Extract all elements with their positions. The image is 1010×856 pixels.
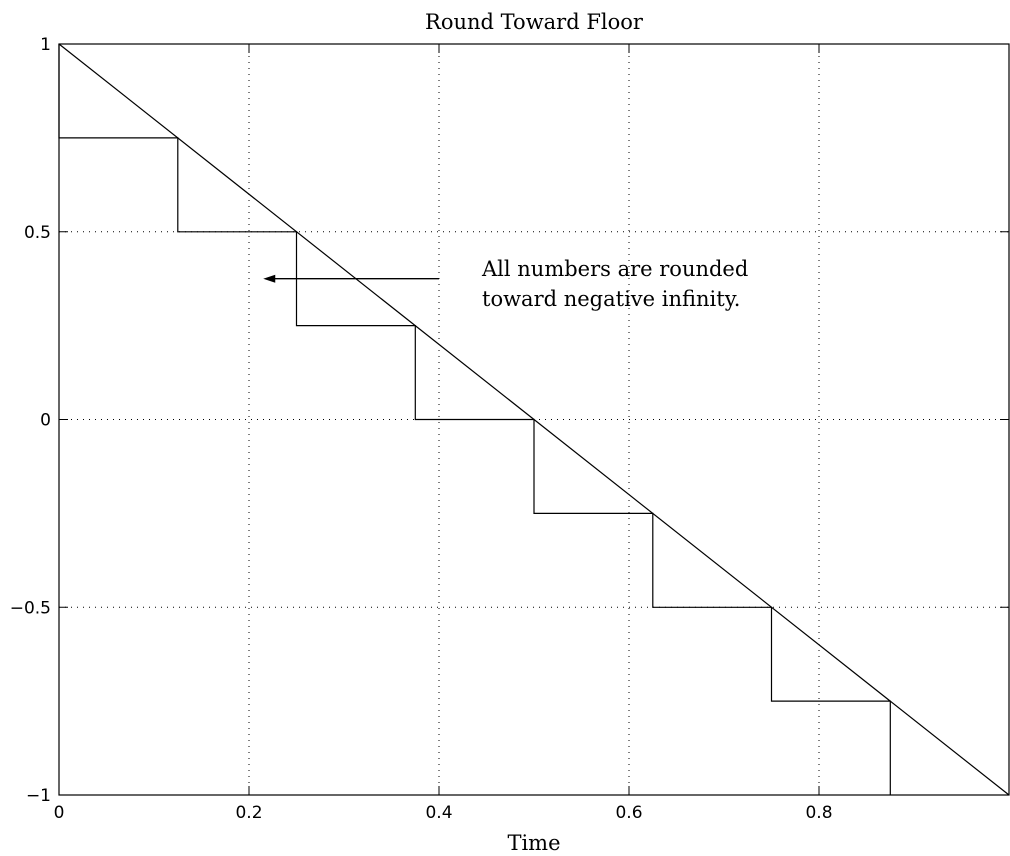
- x-tick-label: 0.4: [425, 803, 452, 823]
- annotation-line-1: All numbers are rounded: [481, 257, 748, 281]
- plot-series: [58, 43, 1010, 796]
- x-axis-label: Time: [507, 831, 560, 855]
- x-tick-label: 0.6: [615, 803, 642, 823]
- axis-ticks: 0 0.2 0.4 0.6 0.8 −1 −0.5 0 0.5 1: [10, 35, 1010, 823]
- y-tick-label: 0.5: [24, 223, 51, 243]
- chart-title: Round Toward Floor: [425, 10, 644, 34]
- y-tick-label: 0: [40, 411, 51, 431]
- y-tick-label: −1: [26, 786, 51, 806]
- annotation: All numbers are rounded toward negative …: [263, 257, 748, 311]
- y-tick-label: −0.5: [10, 598, 51, 618]
- annotation-line-2: toward negative infinity.: [482, 287, 740, 311]
- y-tick-label: 1: [40, 35, 51, 55]
- x-tick-label: 0.8: [805, 803, 832, 823]
- x-tick-label: 0.2: [235, 803, 262, 823]
- annotation-arrowhead: [263, 274, 276, 283]
- staircase-series-line: [58, 44, 891, 795]
- x-tick-label: 0: [54, 803, 65, 823]
